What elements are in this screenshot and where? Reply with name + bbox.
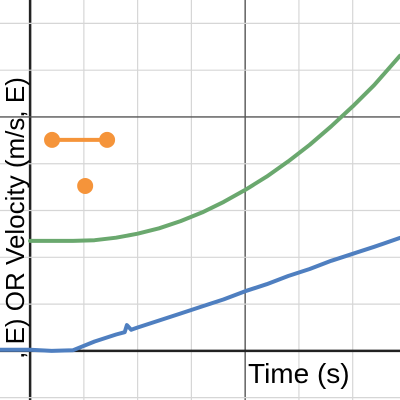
y-axis-label: , E) OR Velocity (m/s, E) <box>0 77 30 359</box>
plot-area <box>0 53 400 353</box>
data-point <box>44 131 61 148</box>
series-line <box>28 53 400 243</box>
x-axis-label: Time (s) <box>248 358 350 389</box>
series-line <box>0 235 400 353</box>
data-point <box>99 131 116 148</box>
data-point <box>77 177 94 194</box>
